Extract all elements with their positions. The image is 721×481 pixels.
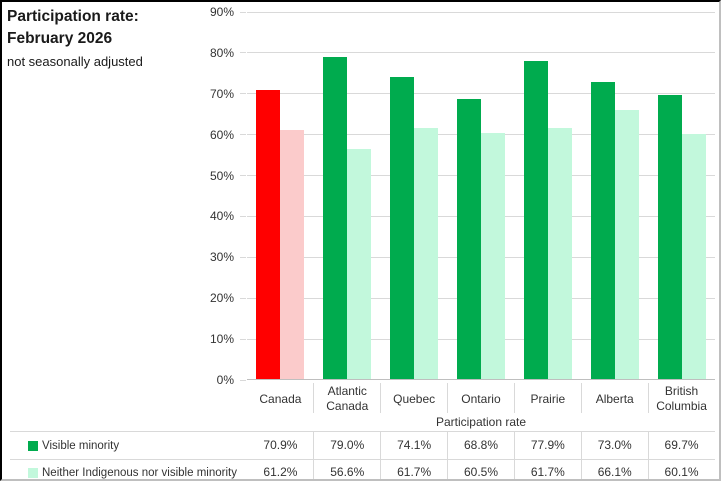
bar-neither-indigenous-0: [280, 129, 305, 380]
plot-area: [247, 11, 715, 380]
y-axis-tick: [240, 93, 246, 95]
chart-title-block: Participation rate: February 2026 not se…: [7, 6, 143, 72]
y-axis-tick: [240, 11, 246, 13]
bar-visible-minority-4: [523, 61, 548, 380]
gridline: [247, 93, 715, 95]
table-value-cell: 69.7%: [664, 438, 699, 452]
bar-visible-minority-3: [457, 98, 481, 380]
table-row-line: [10, 458, 715, 460]
table-column-separator: [313, 432, 315, 479]
bar-visible-minority-1: [323, 56, 348, 380]
chart-title-line-1: Participation rate:: [7, 8, 139, 25]
y-axis-label: 0%: [216, 373, 234, 387]
table-value-cell: 79.0%: [330, 438, 365, 452]
table-column-separator: [447, 432, 449, 479]
y-axis-tick: [240, 52, 246, 54]
bar-neither-indigenous-2: [414, 127, 439, 380]
x-category-label: Atlantic Canada: [326, 384, 369, 413]
y-axis-label: 20%: [209, 291, 234, 306]
y-axis-label: 30%: [209, 250, 234, 265]
table-value-cell: 74.1%: [397, 438, 432, 452]
y-axis-label: 90%: [209, 5, 234, 19]
x-category-label: Quebec: [393, 391, 436, 406]
table-column-separator: [380, 383, 382, 413]
table-value-cell: 60.1%: [664, 465, 699, 479]
bar-neither-indigenous-4: [547, 127, 572, 380]
table-value-cell: 77.9%: [530, 438, 565, 452]
bar-visible-minority-0: [256, 90, 281, 380]
y-axis-label: 70%: [209, 86, 234, 101]
x-category-label: Canada: [259, 391, 302, 406]
gridline: [247, 52, 715, 54]
legend-swatch-visible-minority-icon: [28, 441, 38, 451]
chart-title-line-2: February 2026: [7, 30, 113, 48]
y-axis-tick: [240, 175, 246, 177]
y-axis-label: 50%: [209, 168, 234, 183]
x-category-label: Prairie: [530, 391, 566, 406]
chart-subtitle: not seasonally adjusted: [7, 53, 143, 69]
y-axis-tick: [240, 338, 246, 340]
table-value-cell: 60.5%: [463, 465, 498, 479]
y-axis-tick: [240, 256, 246, 258]
x-category-label: British Columbia: [656, 384, 707, 413]
table-column-separator: [647, 383, 649, 413]
y-axis-tick: [240, 134, 246, 136]
y-axis-label: 60%: [209, 127, 234, 142]
y-axis-tick: [240, 379, 246, 381]
table-value-cell: 56.6%: [330, 465, 365, 479]
table-value-cell: 66.1%: [597, 465, 632, 479]
table-row-line: [10, 479, 715, 480]
y-axis-label: 10%: [209, 332, 234, 347]
table-value-cell: 73.0%: [597, 438, 632, 452]
legend-label-neither-indigenous: Neither Indigenous nor visible minority: [42, 467, 237, 479]
x-category-label: Ontario: [461, 391, 501, 406]
table-value-cell: 70.9%: [263, 438, 298, 452]
bar-neither-indigenous-3: [481, 132, 505, 380]
bar-neither-indigenous-5: [614, 109, 639, 380]
y-axis-label: 40%: [209, 209, 234, 224]
x-category-label: Alberta: [595, 391, 634, 406]
y-axis-tick: [240, 297, 246, 299]
table-column-separator: [313, 383, 315, 413]
y-axis-tick: [240, 215, 246, 217]
legend-swatch-neither-indigenous-icon: [28, 468, 38, 478]
table-value-cell: 61.7%: [397, 465, 432, 479]
bar-visible-minority-2: [390, 77, 415, 380]
table-value-cell: 68.8%: [463, 438, 498, 452]
table-column-separator: [513, 383, 515, 413]
table-value-cell: 61.7%: [530, 465, 565, 479]
table-column-separator: [447, 383, 449, 413]
y-axis-label: 80%: [209, 45, 234, 60]
gridline: [247, 11, 715, 13]
bar-visible-minority-6: [657, 95, 682, 380]
bar-neither-indigenous-1: [347, 148, 372, 380]
legend-label-visible-minority: Visible minority: [42, 440, 120, 452]
table-value-cell: 61.2%: [263, 465, 298, 479]
table-column-separator: [380, 432, 382, 479]
bar-visible-minority-5: [590, 81, 615, 380]
table-column-separator: [580, 432, 582, 479]
bar-neither-indigenous-6: [681, 134, 706, 380]
x-axis-line: [247, 379, 715, 380]
x-axis-title: Participation rate: [435, 415, 527, 429]
table-column-separator: [580, 383, 582, 413]
table-column-separator: [513, 432, 515, 479]
table-row-line: [10, 431, 715, 432]
table-column-separator: [647, 432, 649, 479]
